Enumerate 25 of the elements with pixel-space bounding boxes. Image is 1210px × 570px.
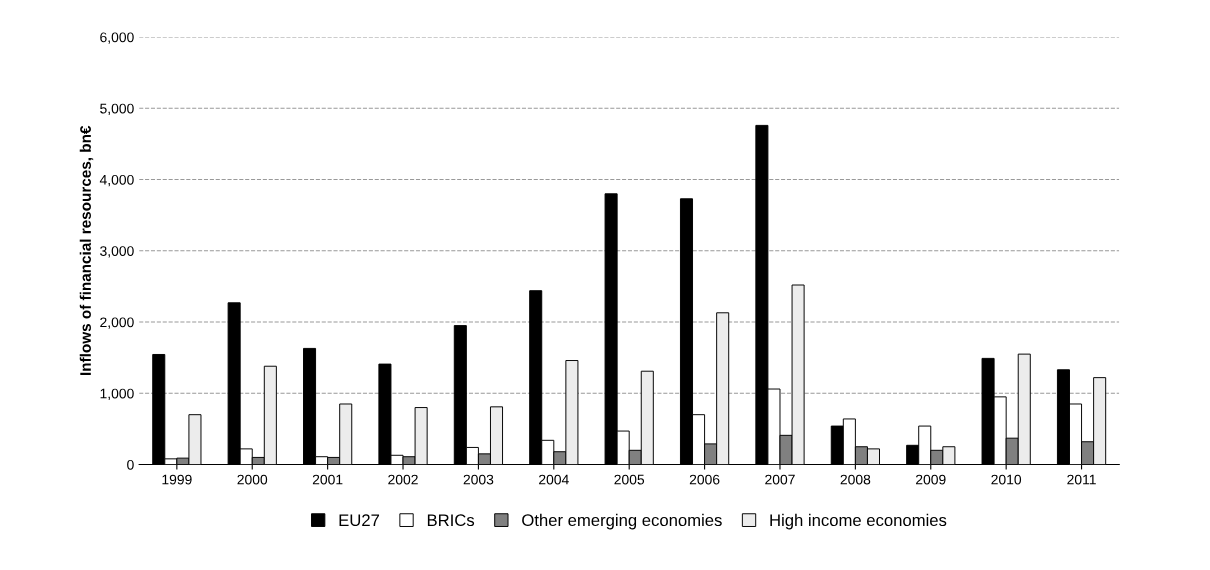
- legend-label: EU27: [339, 514, 380, 527]
- legend-label: BRICs: [427, 514, 475, 527]
- y-tick-label: 6,000: [100, 32, 134, 44]
- x-tick-label: 1999: [162, 474, 192, 485]
- y-tick-label: 2,000: [100, 317, 134, 329]
- x-tick-label: 2000: [237, 474, 268, 485]
- y-tick-label: 3,000: [100, 246, 134, 258]
- x-tick-label: 2004: [539, 474, 569, 485]
- x-tick-label: 2008: [840, 474, 871, 485]
- x-tick-label: 2002: [388, 474, 418, 485]
- y-tick-label: 4,000: [99, 174, 134, 187]
- y-tick-label: 0: [127, 459, 134, 470]
- legend-label: Other emerging economies: [522, 513, 722, 530]
- x-tick-label: 2001: [312, 474, 343, 485]
- y-axis-title: Inflows of financial resources, bn€: [79, 125, 94, 375]
- x-tick-label: 2010: [991, 474, 1022, 485]
- x-tick-label: 2006: [689, 474, 720, 485]
- x-tick-label: 2007: [765, 474, 795, 485]
- x-tick-label: 2011: [1067, 474, 1096, 485]
- x-tick-label: 2009: [916, 474, 946, 485]
- x-tick-label: 2005: [614, 474, 645, 485]
- y-tick-label: 1,000: [100, 388, 134, 401]
- x-tick-label: 2003: [463, 474, 494, 485]
- y-tick-label: 5,000: [100, 103, 134, 116]
- legend-label: High income economies: [770, 513, 947, 530]
